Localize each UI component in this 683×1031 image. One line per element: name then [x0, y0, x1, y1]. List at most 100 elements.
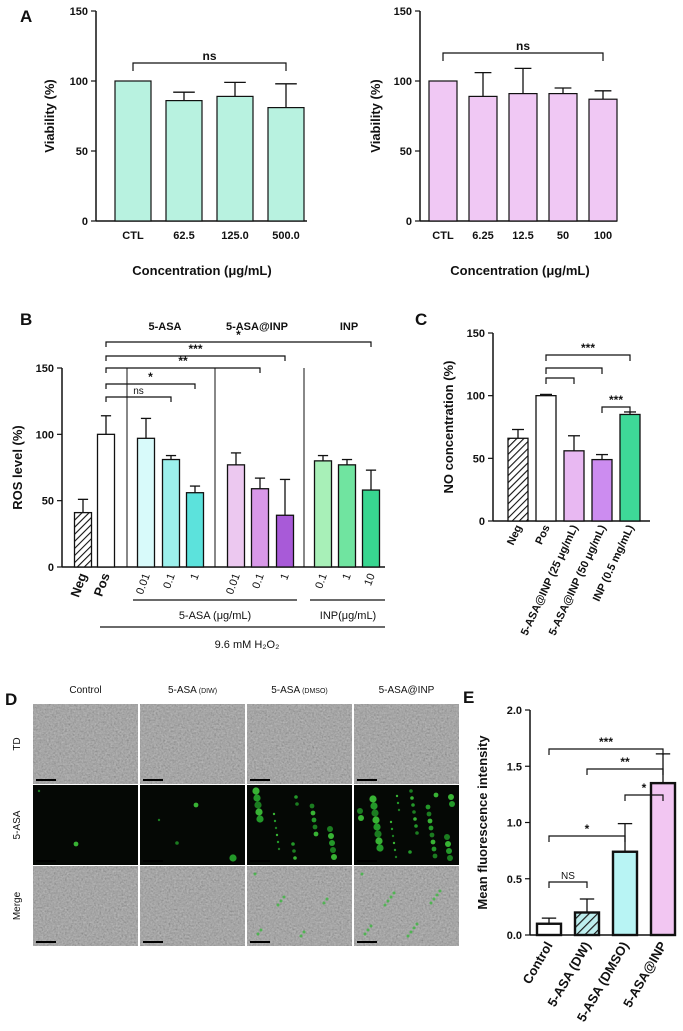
merge-green-spot — [366, 928, 370, 932]
microscopy-image-fluorescence — [33, 785, 138, 865]
sub-axis-label: 5-ASA (μg/mL) — [179, 610, 251, 622]
y-tick-label: 100 — [394, 76, 412, 88]
bar — [548, 92, 578, 222]
category-label: 1 — [278, 572, 291, 582]
fluorescent-spot — [446, 848, 452, 854]
bar — [649, 781, 677, 937]
fluorescent-spot — [295, 802, 299, 806]
fluorescent-spot — [373, 823, 381, 831]
microscopy-column-label: 5-ASA (DMSO) — [271, 685, 328, 696]
merge-green-spot — [276, 903, 280, 907]
fluorescent-spot — [448, 794, 454, 800]
bar — [535, 922, 563, 937]
fluorescent-spot — [432, 853, 438, 859]
fluorescent-spot — [312, 824, 318, 830]
microscopy-texture — [140, 866, 245, 946]
significance-label: ns — [202, 49, 216, 63]
significance-label: ** — [620, 755, 630, 769]
significance-bracket — [545, 354, 631, 361]
fluorescent-spot — [431, 846, 437, 852]
merge-green-spot — [392, 891, 396, 895]
category-label: Pos — [91, 571, 113, 599]
microscopy-texture — [33, 704, 138, 784]
panel-letter-a: A — [20, 7, 32, 26]
merge-green-spot — [282, 895, 286, 899]
significance-bracket — [548, 881, 588, 888]
fluorescent-spot — [375, 837, 383, 845]
category-label: 0.01 — [134, 572, 153, 596]
microscopy-texture — [247, 866, 352, 946]
category-label: 500.0 — [272, 230, 300, 242]
merge-green-spot — [302, 930, 306, 934]
y-axis-label: Viability (%) — [42, 79, 57, 152]
fluorescent-spot — [253, 794, 261, 802]
bar — [563, 450, 585, 522]
bar — [508, 92, 538, 222]
y-tick-label: 50 — [42, 496, 54, 508]
y-tick-label: 150 — [36, 363, 54, 375]
microscopy-texture — [33, 866, 138, 946]
fluorescent-spot — [310, 810, 316, 816]
bar — [136, 437, 156, 568]
chart-viability-right: 0 50 100 150 Viability (%) Concentration (μg/… — [368, 6, 618, 278]
category-label: 6.25 — [472, 230, 493, 242]
significance-label: ns — [516, 39, 530, 53]
fluorescent-spot — [330, 847, 336, 853]
fluorescent-spot — [391, 834, 395, 838]
significance-label: * — [148, 370, 153, 384]
y-axis-label: NO concentration (%) — [441, 361, 456, 494]
treatment-label: 9.6 mM H₂O₂ — [215, 639, 280, 651]
category-label: 1 — [188, 572, 201, 582]
microscopy-image-fluorescence — [247, 785, 352, 865]
fluorescent-spot — [272, 812, 276, 816]
fluorescent-spot — [327, 826, 333, 832]
category-label: 50 — [557, 230, 569, 242]
fluorescent-spot — [313, 831, 319, 837]
merge-green-spot — [253, 872, 257, 876]
category-label: 12.5 — [512, 230, 533, 242]
significance-bracket — [601, 406, 631, 413]
y-tick-label: 50 — [76, 146, 88, 158]
y-tick-label: 50 — [400, 146, 412, 158]
merge-green-spot — [322, 901, 326, 905]
microscopy-row-label: 5-ASA — [12, 810, 23, 839]
merge-green-spot — [429, 901, 433, 905]
significance-label: NS — [561, 871, 575, 882]
bar — [216, 95, 254, 222]
fluorescent-spot — [294, 795, 298, 799]
microscopy-column-sub: (DMSO) — [300, 688, 328, 695]
bar — [588, 98, 618, 222]
fluorescent-spot — [392, 841, 396, 845]
fluorescent-spot — [408, 850, 412, 854]
fluorescent-spot — [358, 815, 364, 821]
y-tick-label: 1.0 — [507, 818, 522, 830]
y-tick-label: 0 — [48, 562, 54, 574]
fluorescent-spot — [410, 796, 414, 800]
fluorescent-spot — [397, 808, 401, 812]
y-tick-label: 100 — [70, 76, 88, 88]
microscopy-texture — [247, 704, 352, 784]
microscopy-column-label: 5-ASA@INP — [379, 685, 435, 696]
y-tick-label: 150 — [70, 6, 88, 18]
merge-green-spot — [299, 934, 303, 938]
significance-bracket — [105, 341, 372, 347]
fluorescent-spot — [447, 855, 453, 861]
y-tick-label: 0 — [82, 216, 88, 228]
bar — [161, 458, 181, 568]
fluorescent-spot — [425, 804, 431, 810]
merge-green-spot — [415, 922, 419, 926]
bar — [114, 80, 152, 222]
category-label: CTL — [432, 230, 454, 242]
significance-bracket — [442, 52, 604, 61]
fluorescent-spot — [449, 801, 455, 807]
merge-green-spot — [389, 895, 393, 899]
fluorescent-spot — [370, 802, 378, 810]
significance-bracket — [105, 355, 286, 361]
bar — [226, 464, 246, 568]
bar — [611, 850, 639, 937]
bar — [275, 514, 295, 568]
x-axis-label: Concentration (μg/mL) — [132, 263, 271, 278]
